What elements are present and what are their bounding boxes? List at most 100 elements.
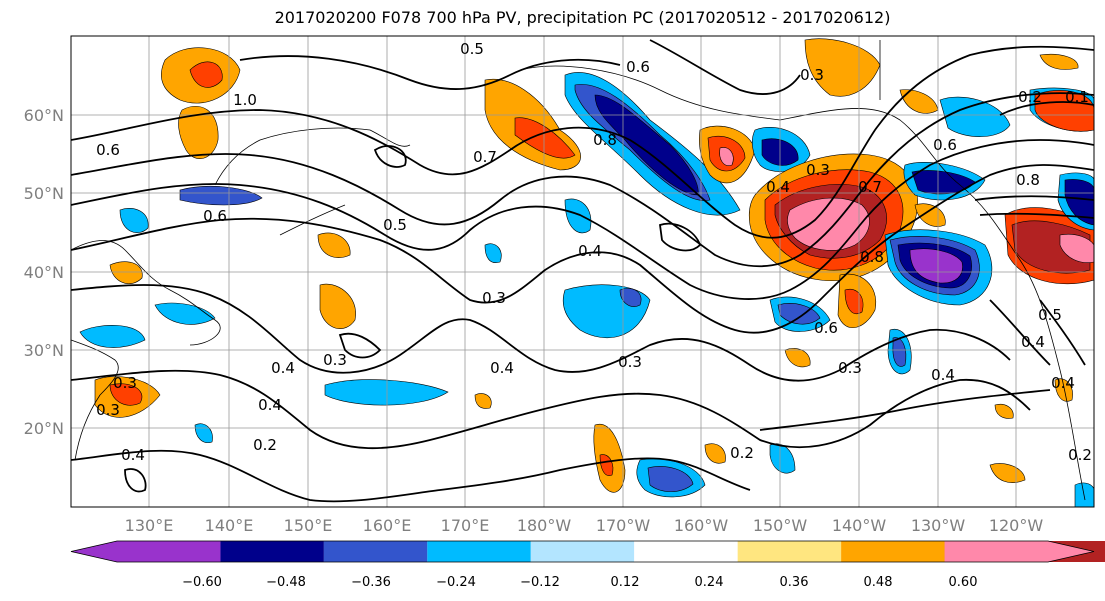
map-frame [70,35,1095,508]
lat-labels: 60°N 50°N 40°N 30°N 20°N [24,106,64,438]
contour-label: 0.3 [800,66,824,84]
contour-label: 0.4 [931,366,955,384]
pv-contours [71,39,1094,503]
contour-label: 0.6 [626,58,650,76]
colorbar-tick-label: −0.60 [182,575,222,590]
colorbar-tick-label: −0.24 [436,575,476,590]
colorbar-tick-label: 0.48 [864,575,893,590]
lat-label: 30°N [24,341,64,360]
colorbar-segment [71,541,221,562]
shade-pink-z [1059,233,1094,263]
colorbar-segment [841,541,945,562]
contour-label: 0.7 [858,178,882,196]
shade-orange-gg [994,403,1014,419]
colorbar-segment [323,541,428,562]
lon-label: 130°W [911,516,966,535]
contour-label: 0.4 [121,446,145,464]
map-area [71,36,1094,507]
contour-label: 0.6 [814,319,838,337]
lon-label: 160°W [674,516,729,535]
shade-cyan-i [564,198,592,234]
shade-mblue-m [647,466,694,492]
contour-label: 0.6 [96,141,120,159]
shade-pink-n [719,147,734,166]
shade-orange-g [474,393,492,409]
shade-cyan-v [939,96,1011,137]
shade-red-a [189,61,223,88]
shade-orange-f [319,283,356,329]
contour-label: 0.4 [766,178,790,196]
shade-orange-jj [1054,378,1073,402]
shade-cyan-kk [194,423,213,443]
shade-orange-p [804,38,881,97]
shade-blue-a [179,186,263,206]
colorbar-tick-label: −0.48 [266,575,306,590]
colorbar-ticks: −0.60 −0.48 −0.36 −0.24 −0.12 0.12 0.24 … [182,575,977,590]
contour-label: 0.3 [838,359,862,377]
colorbar-tick-label: 0.24 [695,575,724,590]
contour-label: 0.4 [1051,374,1075,392]
shade-orange-c [109,261,143,284]
shade-cyan-a [119,208,149,233]
colorbar-tick-label: 0.60 [949,575,978,590]
shade-cyan-k [484,243,502,263]
shade-mblue-cc [892,337,907,367]
contour-label: 0.8 [1016,171,1040,189]
colorbar-tick-label: −0.36 [351,575,391,590]
shade-orange-ee [704,443,726,464]
contour-label: 0.3 [482,289,506,307]
contour-label: 0.4 [271,359,295,377]
lon-label: 170°W [596,516,651,535]
shade-mblue-j [619,288,642,307]
contour-label: 0.2 [1068,446,1092,464]
contour-label: 0.3 [806,161,830,179]
contour-label: 0.3 [96,401,120,419]
contour-label: 0.3 [323,351,347,369]
shade-orange-dd [784,348,811,368]
lon-label: 140°E [205,516,254,535]
colorbar-segment [944,541,1094,562]
coastlines [71,40,1086,501]
contour-label: 0.4 [1021,333,1045,351]
contour-label: 0.2 [730,444,754,462]
contour-label: 0.4 [258,396,282,414]
lon-label: 120°W [989,516,1044,535]
colorbar-tick-label: −0.12 [520,575,560,590]
shade-dred-z [1011,220,1091,274]
colorbar-segment [530,541,635,562]
colorbar-segment [220,541,324,562]
shade-cyan-d [324,379,449,406]
colorbar-segment [737,541,842,562]
lat-label: 50°N [24,184,64,203]
shade-red-x [1034,90,1094,132]
shade-cyan-b [79,325,146,348]
shade-orange-e [317,232,351,258]
contour-label: 0.3 [113,374,137,392]
shade-cyan-hh [1074,482,1094,507]
contour-label: 0.7 [473,148,497,166]
lat-label: 60°N [24,106,64,125]
contour-label: 0.1 [1065,88,1089,106]
shade-cyan-c [154,302,216,325]
contour-label: 0.2 [1018,88,1042,106]
shade-red-d [109,383,143,406]
shade-cyan-ii [769,443,796,474]
contour-label: 0.4 [490,359,514,377]
colorbar-tick-label: 0.12 [611,575,640,590]
colorbar-outline [70,540,1095,563]
lon-labels: 130°E 140°E 150°E 160°E 170°E 180°W 170°… [125,516,1044,535]
contour-label: 0.6 [203,207,227,225]
lon-label: 130°E [125,516,174,535]
contour-label: 0.4 [578,242,602,260]
contour-label: 0.2 [253,436,277,454]
contour-label: 0.5 [460,40,484,58]
lon-label: 140°W [832,516,887,535]
contour-label: 0.6 [933,136,957,154]
lon-label: 180°W [517,516,572,535]
shade-red-r [844,288,864,314]
colorbar-segment [427,541,531,562]
lon-label: 150°W [753,516,808,535]
colorbar-tick-label: 0.36 [780,575,809,590]
colorbar-segment [634,541,738,562]
